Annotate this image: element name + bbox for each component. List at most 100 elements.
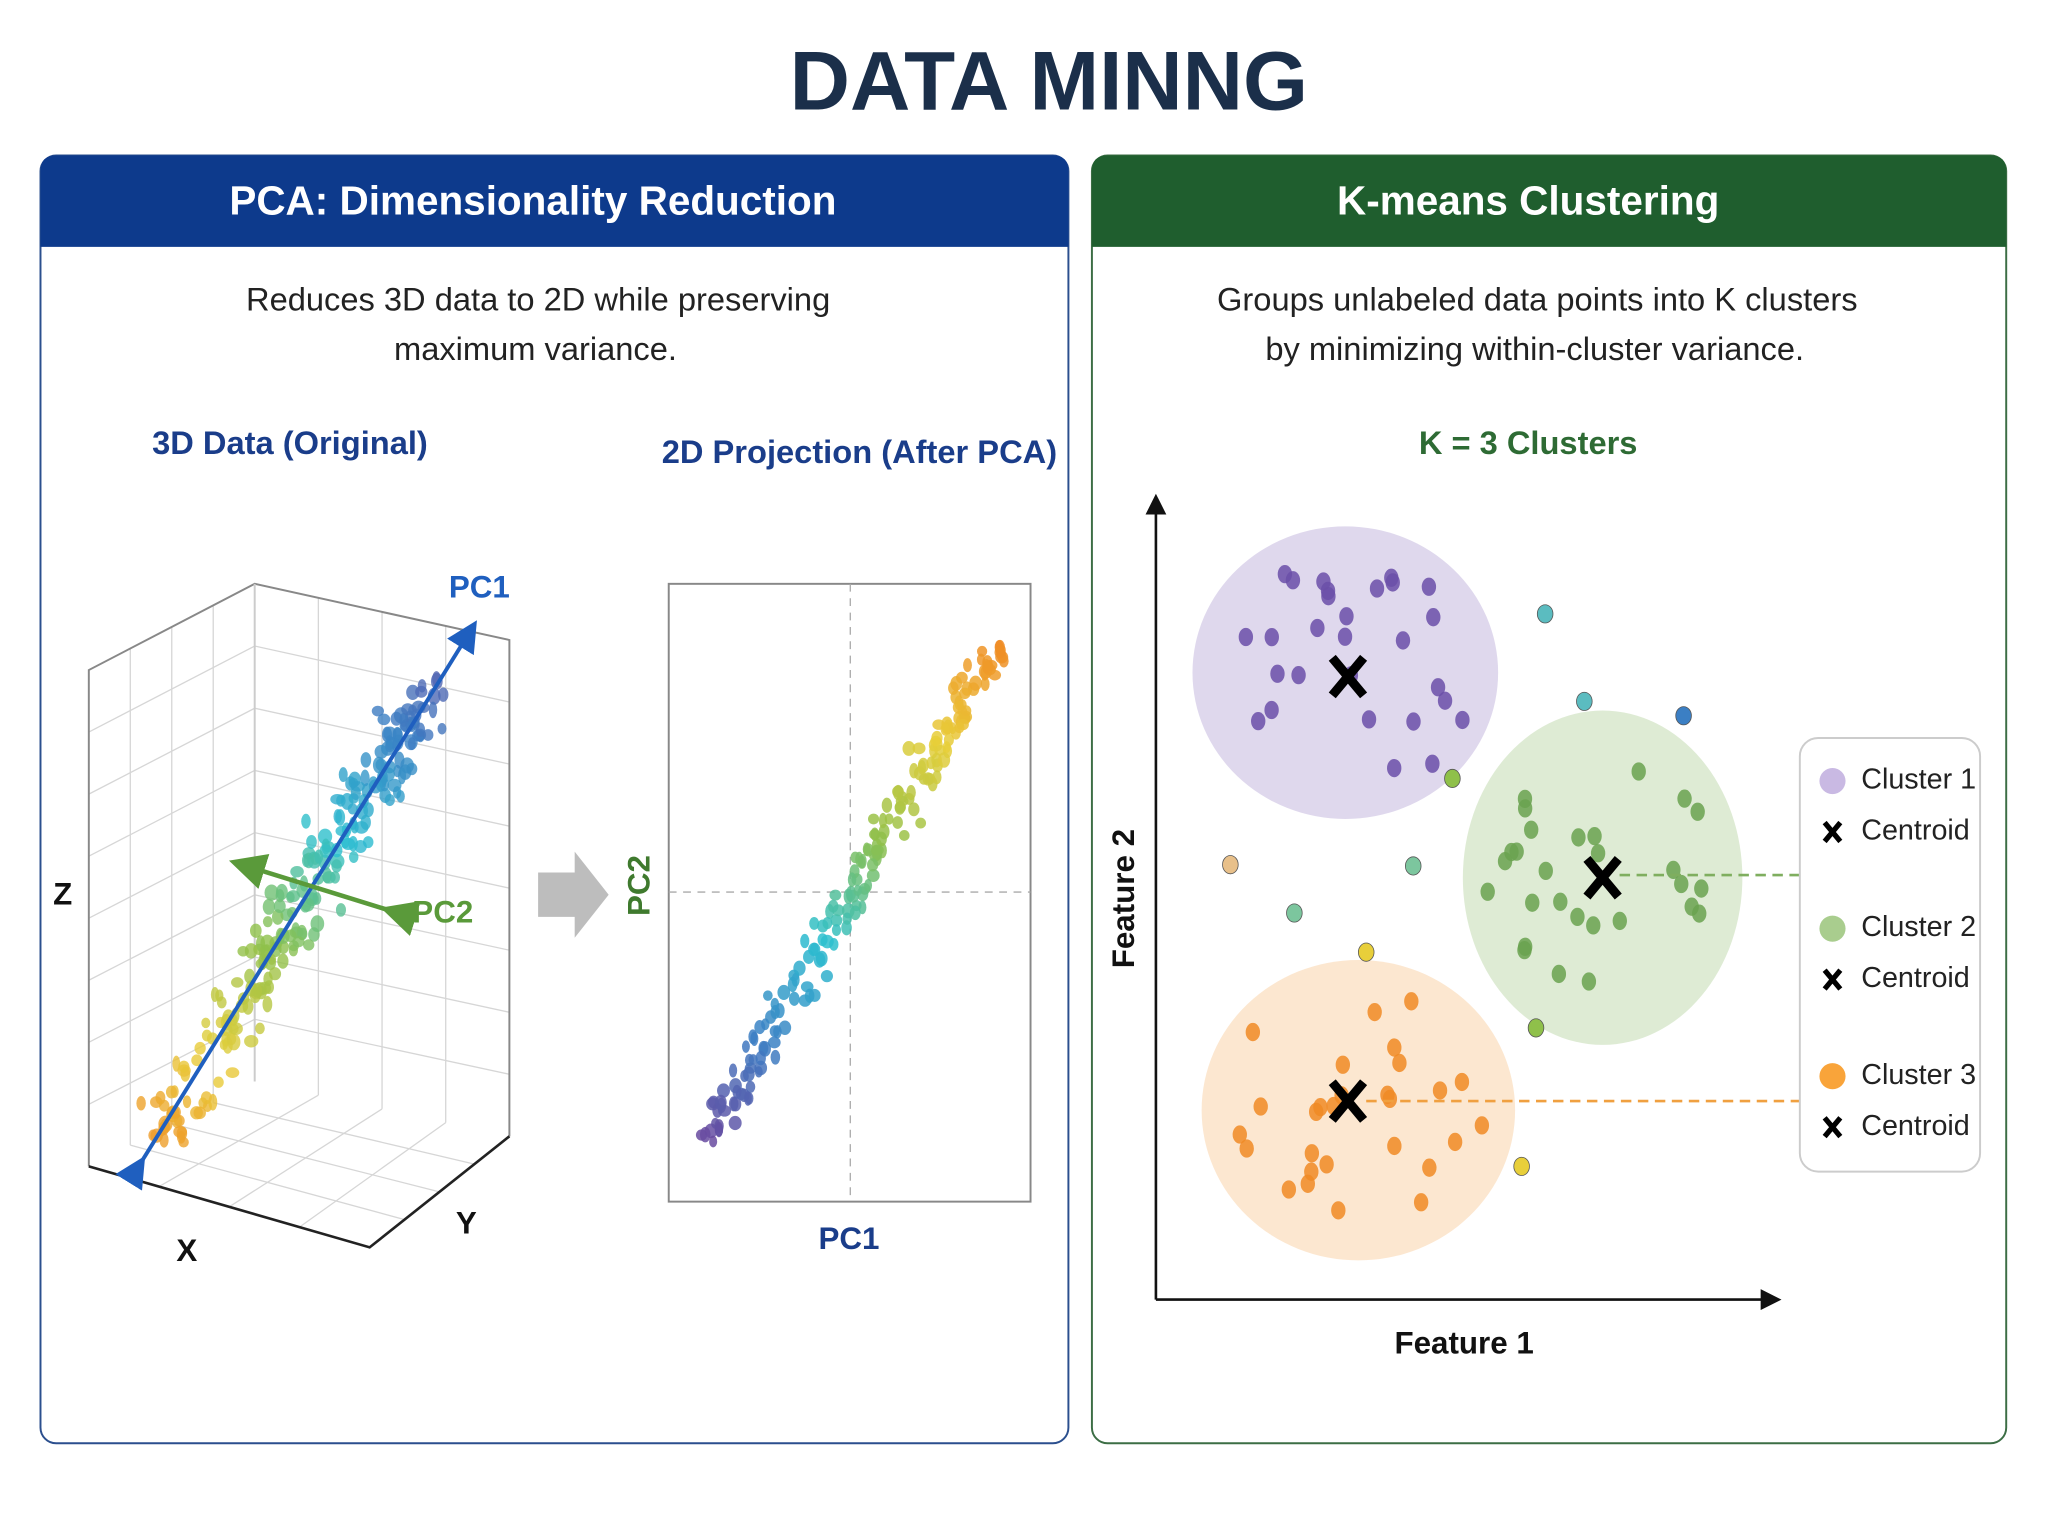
data-point — [301, 813, 311, 829]
points-2d — [695, 639, 1009, 1148]
data-point — [348, 835, 358, 852]
data-point — [1308, 1102, 1324, 1122]
z-axis-label: Z — [53, 876, 72, 911]
data-point — [1455, 710, 1470, 730]
data-point — [1395, 631, 1411, 650]
data-point — [800, 933, 810, 949]
data-point — [262, 916, 273, 928]
centroid-marker — [1583, 855, 1622, 900]
legend-swatch — [1819, 915, 1846, 942]
data-point — [1581, 972, 1597, 991]
data-point — [855, 851, 864, 867]
data-point — [252, 983, 263, 998]
pc2-arrow — [228, 854, 421, 936]
plot-title: K = 3 Clusters — [1419, 424, 1638, 461]
data-point — [1264, 627, 1279, 647]
centroid-marker — [1328, 1079, 1368, 1123]
data-point — [1447, 1132, 1463, 1152]
legend-label: Cluster 1 — [1861, 764, 1976, 796]
data-point — [870, 827, 880, 841]
data-point — [1426, 608, 1441, 627]
data-point — [932, 770, 942, 785]
data-point — [994, 646, 1006, 659]
data-point — [1413, 1193, 1429, 1212]
plot-title: 3D Data (Original) — [152, 424, 428, 461]
outlier-point — [1576, 691, 1593, 711]
data-point — [1310, 618, 1325, 638]
legend-swatch — [1819, 768, 1846, 795]
data-point — [396, 790, 405, 803]
data-point — [954, 722, 965, 734]
data-point — [1504, 842, 1519, 862]
data-point — [793, 960, 806, 976]
y-axis-label: Y — [456, 1205, 477, 1240]
kmeans-panel: K-means Clustering Groups unlabeled data… — [1090, 154, 2008, 1445]
centroid-marker — [1328, 654, 1368, 699]
data-point — [728, 1063, 738, 1078]
panel-title: PCA: Dimensionality Reduction — [229, 177, 836, 223]
centroids — [1328, 654, 1622, 1123]
data-point — [286, 890, 301, 903]
data-point — [348, 851, 359, 864]
x-axis-label: PC1 — [819, 1221, 880, 1256]
data-point — [1291, 665, 1306, 685]
data-point — [842, 912, 852, 925]
data-point — [832, 904, 845, 917]
centroid-marker — [1822, 820, 1843, 844]
data-point — [743, 1091, 752, 1106]
data-point — [159, 1099, 170, 1112]
data-point — [1387, 1136, 1402, 1156]
data-point — [415, 685, 428, 698]
description: Groups unlabeled data points into K clus… — [1217, 280, 1858, 317]
data-point — [1300, 1174, 1315, 1193]
plot-title: 2D Projection (After PCA) — [662, 433, 1057, 470]
data-point — [1612, 911, 1627, 931]
data-point — [193, 1106, 206, 1120]
data-point — [768, 1036, 781, 1049]
legend-swatch — [1819, 1063, 1846, 1090]
data-point — [1517, 799, 1533, 818]
data-point — [383, 726, 397, 741]
outlier-point — [1357, 942, 1375, 962]
data-point — [1245, 1022, 1261, 1042]
page-title: DATA MINNG — [790, 34, 1308, 128]
centroid-marker — [1822, 1116, 1843, 1139]
data-point — [415, 722, 426, 737]
x-axis-label: X — [176, 1233, 197, 1268]
data-point — [732, 1084, 742, 1099]
x-axis-label: Feature 1 — [1395, 1326, 1534, 1361]
data-point — [926, 756, 936, 770]
data-point — [1551, 964, 1567, 984]
data-point — [231, 977, 244, 988]
data-point — [699, 1126, 711, 1143]
data-point — [1320, 581, 1336, 601]
data-point — [384, 793, 395, 807]
data-point — [1251, 711, 1266, 731]
data-point — [930, 735, 942, 747]
data-point — [917, 760, 926, 775]
data-point — [1253, 1097, 1268, 1116]
data-point — [893, 784, 904, 801]
legend-label: Centroid — [1861, 1110, 1970, 1142]
data-point — [1525, 893, 1540, 912]
data-point — [709, 1135, 718, 1148]
outlier-point — [1527, 1018, 1545, 1038]
data-point — [898, 830, 910, 841]
data-point — [1422, 1158, 1437, 1177]
data-point — [225, 1067, 240, 1079]
data-point — [262, 996, 273, 1013]
data-point — [1517, 937, 1533, 956]
data-point — [950, 675, 963, 691]
data-point — [201, 1017, 211, 1029]
data-point — [340, 793, 354, 810]
pca-panel: PCA: Dimensionality Reduction Reduces 3D… — [39, 154, 1070, 1445]
data-point — [915, 817, 927, 829]
data-point — [219, 1039, 228, 1050]
data-point — [980, 677, 990, 691]
data-point — [820, 969, 833, 983]
data-point — [791, 972, 800, 987]
pc2-label: PC2 — [412, 895, 473, 930]
data-point — [1239, 1139, 1254, 1158]
data-point — [741, 1040, 750, 1053]
data-point — [1480, 882, 1495, 901]
